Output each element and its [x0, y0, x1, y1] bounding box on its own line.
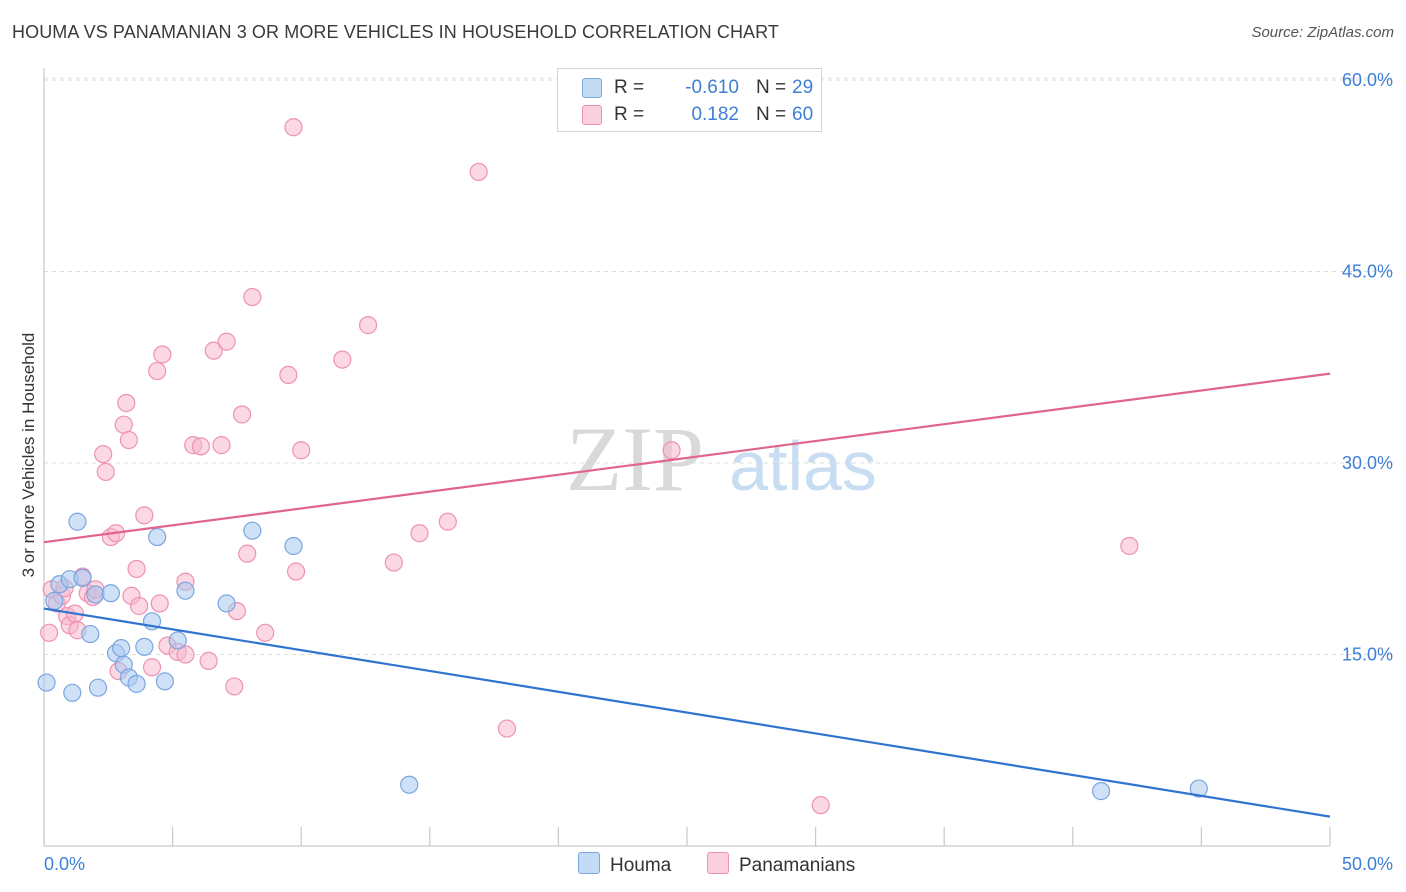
panamanians-r-value: 0.182	[691, 104, 739, 125]
panamanians-trend-line	[43, 372, 1331, 544]
tick-labels: 15.0% 30.0% 45.0% 60.0% 0.0% 50.0%	[44, 70, 1393, 874]
panamanians-point	[150, 594, 169, 613]
panamanians-point	[662, 441, 681, 460]
axes	[43, 68, 1331, 847]
houma-point	[127, 674, 146, 693]
panamanians-point	[119, 430, 138, 450]
panamanians-point	[176, 645, 195, 664]
legend-item-houma[interactable]: Houma	[578, 852, 671, 877]
panamanians-point	[279, 365, 298, 385]
panamanians-point	[117, 393, 136, 413]
panamanians-point	[199, 651, 218, 670]
houma-point	[88, 678, 108, 697]
panamanians-point	[153, 345, 172, 364]
panamanians-swatch	[582, 105, 602, 125]
houma-point	[217, 594, 236, 613]
panamanians-point	[114, 415, 133, 434]
houma-point	[148, 527, 167, 547]
panamanians-point	[40, 623, 59, 642]
panamanians-n-label: N =	[756, 104, 787, 125]
houma-point	[400, 775, 419, 794]
panamanians-r-label: R =	[614, 104, 645, 125]
panamanians-n-value: 60	[792, 104, 814, 125]
panamanians-point	[142, 658, 162, 677]
panamanians-point	[148, 361, 167, 381]
houma-point	[81, 624, 100, 644]
panamanians-point	[384, 553, 403, 572]
y-tick-label: 30.0%	[1342, 453, 1393, 473]
chart-title: HOUMA VS PANAMANIAN 3 OR MORE VEHICLES I…	[12, 22, 780, 42]
watermark: ZIP atlas	[566, 408, 877, 510]
houma-point	[155, 672, 174, 691]
panamanians-point	[1120, 536, 1139, 556]
houma-legend-swatch	[578, 852, 600, 874]
panamanians-point	[292, 441, 311, 460]
panamanians-point	[243, 287, 262, 307]
series-legend: Houma Panamanians	[0, 852, 1406, 878]
houma-n-value: 29	[792, 77, 814, 98]
panamanians-point	[238, 544, 257, 563]
houma-point	[73, 568, 92, 588]
correlation-legend: R = -0.610 N = 29 R = 0.182 N = 60	[557, 68, 822, 132]
houma-r-label: R =	[614, 77, 645, 98]
y-tick-label: 45.0%	[1342, 262, 1393, 282]
watermark-atlas: atlas	[729, 427, 877, 505]
panamanians-point	[94, 444, 113, 464]
panamanians-point	[286, 562, 306, 581]
houma-point	[168, 631, 187, 650]
panamanians-point	[256, 623, 275, 642]
trend-lines	[43, 372, 1331, 818]
panamanians-point	[333, 350, 352, 369]
houma-point	[101, 584, 120, 603]
panamanians-point	[284, 118, 303, 137]
panamanians-point	[212, 436, 231, 455]
houma-swatch	[582, 78, 602, 98]
houma-n-label: N =	[756, 77, 787, 98]
panamanians-point	[135, 506, 154, 525]
houma-point	[112, 639, 131, 658]
houma-point	[284, 536, 303, 556]
panamanians-point	[232, 405, 252, 424]
panamanians-point	[497, 719, 517, 738]
houma-point	[45, 591, 64, 610]
houma-trend-line	[43, 607, 1331, 818]
source-label: Source: ZipAtlas.com	[1251, 24, 1394, 41]
panamanians-point	[191, 437, 210, 456]
panamanians-point	[358, 316, 378, 335]
panamanians-point	[438, 512, 457, 531]
x-tick-label: 50.0%	[1342, 854, 1393, 874]
houma-point	[86, 585, 105, 604]
panamanians-point	[217, 332, 236, 351]
houma-point	[68, 512, 87, 531]
houma-legend-label: Houma	[610, 855, 672, 876]
panamanians-point	[410, 524, 429, 543]
y-tick-label: 60.0%	[1342, 70, 1393, 90]
houma-point	[135, 637, 154, 656]
panamanians-legend-swatch	[707, 852, 729, 874]
panamanians-point	[469, 162, 488, 182]
panamanians-point	[130, 596, 149, 616]
panamanians-point	[96, 462, 115, 482]
houma-point	[1189, 779, 1208, 798]
panamanians-points	[40, 76, 1139, 815]
houma-point	[176, 581, 195, 600]
panamanians-legend-label: Panamanians	[739, 855, 856, 876]
panamanians-point	[204, 341, 223, 360]
houma-r-value: -0.610	[685, 77, 739, 98]
houma-point	[243, 521, 262, 540]
legend-item-panamanians[interactable]: Panamanians	[707, 852, 855, 877]
houma-points	[37, 512, 1208, 801]
x-tick-label: 0.0%	[44, 854, 85, 874]
y-axis-label: 3 or more Vehicles in Household	[19, 333, 38, 578]
panamanians-point	[811, 796, 830, 815]
houma-point	[1091, 782, 1111, 801]
houma-point	[63, 683, 82, 702]
panamanians-point	[127, 559, 146, 579]
gridlines	[44, 77, 1392, 655]
y-tick-label: 15.0%	[1342, 645, 1393, 665]
houma-point	[37, 673, 56, 692]
panamanians-point	[225, 677, 244, 696]
